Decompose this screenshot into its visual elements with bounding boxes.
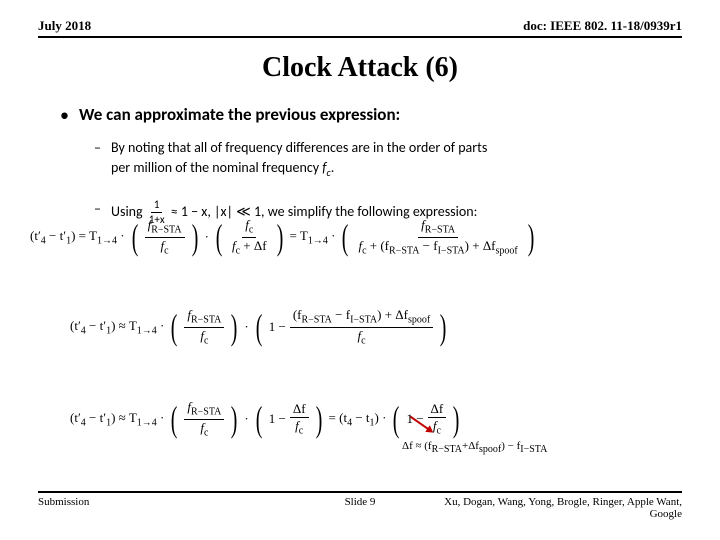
sub1-text: By noting that all of frequency differen…	[111, 138, 487, 183]
slide-footer: Submission Slide 9 Xu, Dogan, Wang, Yong…	[38, 491, 682, 520]
slide-header: July 2018 doc: IEEE 802. 11-18/0939r1	[38, 18, 682, 38]
slide-title: Clock Attack (6)	[0, 52, 720, 84]
sub-bullet-1: – By noting that all of frequency differ…	[94, 138, 678, 183]
equation-1: (t′4 − t′1) = T1→4 · ( fR−STAfc ) · ( fc…	[30, 218, 690, 256]
delta-f-note: Δf ≈ (fR−STA+Δfspoof) − fI−STA	[402, 440, 547, 455]
header-date: July 2018	[38, 18, 91, 34]
footer-slide-number: Slide 9	[38, 496, 682, 508]
equation-3: (t′4 − t′1) ≈ T1→4 · ( fR−STAfc ) · ( 1 …	[70, 400, 690, 438]
header-doc: doc: IEEE 802. 11-18/0939r1	[523, 18, 682, 34]
bullet-text: We can approximate the previous expressi…	[79, 104, 400, 126]
dash-icon: –	[94, 138, 101, 158]
dash-icon: –	[94, 199, 101, 219]
main-bullet: • We can approximate the previous expres…	[60, 104, 678, 126]
bullet-dot: •	[60, 104, 69, 126]
equation-2: (t′4 − t′1) ≈ T1→4 · ( fR−STAfc ) · ( 1 …	[70, 308, 690, 346]
